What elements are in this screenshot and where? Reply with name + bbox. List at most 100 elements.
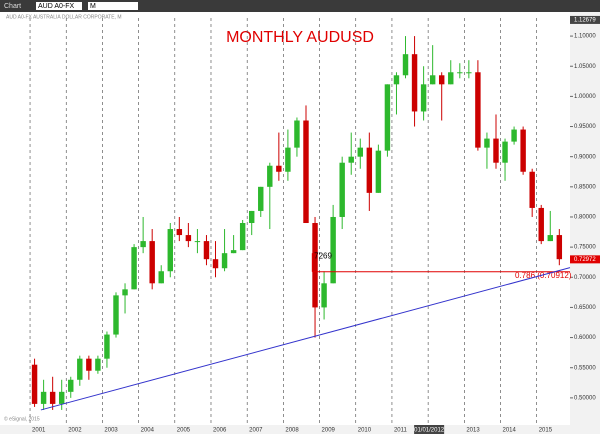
chart-title: MONTHLY AUDUSD bbox=[226, 29, 374, 46]
candle-body bbox=[176, 229, 183, 236]
candle-body bbox=[276, 165, 282, 172]
candle-body bbox=[95, 358, 101, 371]
x-tick-label: 2013 bbox=[466, 428, 480, 434]
candle-body bbox=[493, 138, 499, 163]
y-tick-label: 0.50000 bbox=[574, 395, 596, 401]
y-tick-label: 0.95000 bbox=[574, 124, 596, 130]
y-tick-label: 1.10000 bbox=[574, 34, 596, 40]
candle-body bbox=[420, 84, 427, 112]
interval[interactable]: M bbox=[90, 3, 96, 10]
candle-body bbox=[158, 271, 164, 284]
y-tick-label: 0.75000 bbox=[574, 245, 596, 251]
interval-box[interactable] bbox=[88, 2, 138, 10]
toolbar bbox=[0, 0, 600, 12]
high-price-label: 1.12679 bbox=[574, 18, 596, 24]
candle-body bbox=[194, 241, 201, 243]
candle-body bbox=[77, 358, 83, 380]
candle-body bbox=[547, 235, 553, 242]
candle-body bbox=[366, 147, 373, 193]
candle-body bbox=[303, 120, 309, 224]
candle-body bbox=[529, 171, 535, 208]
level-label: 0.786 (0.70912) bbox=[515, 271, 572, 280]
time-axis bbox=[0, 425, 570, 434]
candle-body bbox=[31, 364, 38, 404]
cursor-box bbox=[414, 425, 445, 434]
candle-body bbox=[248, 210, 255, 224]
price-axis bbox=[570, 12, 600, 434]
candle-body bbox=[556, 235, 563, 260]
candle-body bbox=[321, 283, 327, 308]
high-price-box bbox=[570, 15, 600, 24]
candle-body bbox=[285, 147, 291, 172]
candle-body bbox=[484, 138, 490, 148]
candle-body bbox=[49, 391, 56, 404]
x-tick-label: 2001 bbox=[32, 428, 46, 434]
candle-body bbox=[149, 241, 155, 284]
candle-body bbox=[230, 250, 237, 254]
window-title: Chart bbox=[4, 3, 21, 10]
symbol-box[interactable] bbox=[36, 2, 82, 10]
candle-body bbox=[448, 72, 454, 85]
candle-body bbox=[113, 295, 119, 335]
candle-body bbox=[68, 379, 74, 392]
x-tick-label: 2005 bbox=[177, 428, 191, 434]
candle-body bbox=[348, 156, 354, 163]
y-tick-label: 0.65000 bbox=[574, 305, 596, 311]
candle-body bbox=[185, 235, 192, 242]
candle-body bbox=[411, 54, 418, 112]
candle-body bbox=[375, 150, 382, 193]
candle-body bbox=[167, 229, 173, 272]
symbol[interactable]: AUD A0-FX bbox=[38, 3, 75, 10]
candle-body bbox=[330, 216, 336, 284]
candle-body bbox=[131, 247, 137, 290]
y-tick-label: 0.90000 bbox=[574, 154, 596, 160]
candle-body bbox=[438, 75, 445, 85]
candle-body bbox=[239, 223, 246, 251]
candle-body bbox=[384, 84, 391, 151]
x-tick-label: 2010 bbox=[358, 428, 372, 434]
candle-body bbox=[40, 391, 47, 404]
x-tick-label: 2002 bbox=[68, 428, 82, 434]
last-price-box bbox=[570, 255, 600, 264]
candle-body bbox=[457, 72, 463, 74]
x-tick-label: 2015 bbox=[539, 428, 553, 434]
candle-body bbox=[475, 72, 481, 148]
candle-body bbox=[393, 75, 400, 85]
x-tick-label: 2009 bbox=[322, 428, 336, 434]
candle-body bbox=[339, 162, 345, 217]
x-tick-label: 2006 bbox=[213, 428, 227, 434]
y-tick-label: 0.55000 bbox=[574, 365, 596, 371]
candle-body bbox=[429, 75, 436, 85]
y-tick-label: 0.70000 bbox=[574, 275, 596, 281]
candle-body bbox=[212, 259, 219, 269]
candle-body bbox=[86, 358, 92, 371]
x-tick-label: 2008 bbox=[285, 428, 299, 434]
x-tick-label: 2014 bbox=[503, 428, 517, 434]
last-price-label: 0.72972 bbox=[574, 257, 596, 263]
y-tick-label: 0.80000 bbox=[574, 215, 596, 221]
candle-body bbox=[466, 72, 472, 74]
candle-body bbox=[58, 391, 65, 404]
candle-body bbox=[104, 334, 110, 359]
candle-body bbox=[221, 253, 228, 269]
x-tick-label: 2011 bbox=[394, 428, 408, 434]
candle-body bbox=[511, 129, 517, 142]
candle-body bbox=[520, 129, 526, 172]
candle-body bbox=[538, 207, 544, 242]
candle-body bbox=[267, 165, 273, 187]
candle-body bbox=[402, 54, 409, 76]
y-tick-label: 0.85000 bbox=[574, 184, 596, 190]
candle-body bbox=[140, 241, 146, 248]
candle-body bbox=[357, 147, 363, 157]
footer: © eSignal, 2015 bbox=[4, 415, 40, 422]
candle-body bbox=[203, 241, 210, 260]
header: AUD A0-FX AUSTRALIA DOLLAR CORPORATE, M bbox=[6, 14, 122, 20]
y-tick-label: 1.00000 bbox=[574, 94, 596, 100]
y-tick-label: 1.05000 bbox=[574, 64, 596, 70]
x-tick-label: 2007 bbox=[249, 428, 263, 434]
candle-body bbox=[258, 186, 264, 211]
candle-body bbox=[294, 120, 300, 148]
swing-label: 7269 bbox=[314, 251, 332, 260]
x-tick-label: 2004 bbox=[141, 428, 155, 434]
